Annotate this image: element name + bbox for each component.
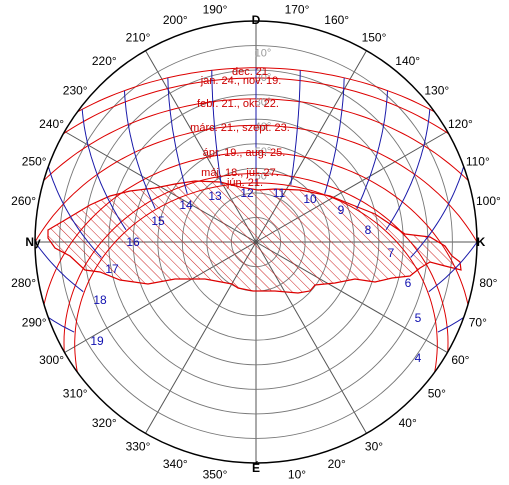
hour-label: 6: [405, 276, 412, 290]
azimuth-label: 60°: [451, 353, 469, 367]
azimuth-label: 240°: [39, 117, 64, 131]
azimuth-label: 210°: [126, 31, 151, 45]
altitude-label: 10°: [255, 48, 272, 60]
cardinal-south: D: [252, 13, 261, 27]
azimuth-label: 290°: [22, 316, 47, 330]
hour-line: [290, 70, 301, 185]
hour-label: 16: [126, 235, 140, 249]
hour-line: [124, 90, 156, 209]
hour-line: [428, 204, 477, 293]
azimuth-label: 190°: [203, 3, 228, 17]
altitude-label: 30°: [255, 97, 272, 109]
hour-line: [167, 77, 188, 194]
horizon-obstruction-area: [47, 180, 462, 294]
altitude-label: 20°: [255, 72, 272, 84]
hour-label: 18: [93, 293, 107, 307]
hour-line: [356, 90, 388, 209]
altitude-label: 50°: [255, 146, 272, 158]
date-label: dec. 21: [232, 66, 268, 78]
azimuth-label: 130°: [424, 83, 449, 97]
azimuth-label: 120°: [448, 117, 473, 131]
date-curve: [74, 182, 438, 422]
azimuth-label: 150°: [362, 31, 387, 45]
azimuth-labels: 10° 20° 30° 40° 50° 60° 70° 80° 100° 110° 120° 130°…: [11, 3, 501, 482]
azimuth-label: 140°: [395, 54, 420, 68]
hour-line: [434, 367, 467, 378]
altitude-label: 40°: [255, 121, 272, 133]
azimuth-label: 200°: [163, 13, 188, 27]
hour-line: [324, 77, 345, 194]
hour-label: 14: [179, 198, 193, 212]
azimuth-label: 320°: [92, 416, 117, 430]
hour-label: 5: [415, 311, 422, 325]
hour-label: 11: [273, 186, 286, 200]
date-label: márc. 21., szept. 23.: [190, 122, 290, 134]
hour-line: [81, 109, 127, 231]
cardinal-west: Ny: [25, 235, 41, 249]
hour-label: 13: [208, 189, 222, 203]
date-label: febr. 21., okt. 22.: [197, 98, 279, 110]
date-label: ápr. 19., aug. 25.: [203, 147, 286, 159]
hour-label: 8: [365, 223, 372, 237]
cardinal-east: K: [477, 235, 486, 249]
azimuth-label: 330°: [126, 439, 151, 453]
azimuth-label: 30°: [365, 439, 383, 453]
hour-labels: 4 5 6 7 8 9 10 11 12 13 14 15 16 17 18 19: [90, 186, 421, 365]
azimuth-label: 250°: [22, 154, 47, 168]
azimuth-label: 80°: [479, 276, 497, 290]
hour-label: 7: [388, 246, 395, 260]
hour-line: [211, 70, 222, 185]
date-label: máj. 18., júl. 27.: [201, 167, 279, 179]
hour-label: 10: [303, 192, 317, 206]
hour-label: 19: [90, 334, 104, 348]
hour-line: [385, 109, 431, 231]
hour-line: [45, 367, 78, 378]
hour-label: 17: [105, 262, 119, 276]
hour-label: 4: [415, 351, 422, 365]
hour-line: [35, 204, 84, 293]
azimuth-label: 100°: [476, 194, 501, 208]
azimuth-label: 110°: [466, 154, 490, 168]
azimuth-label: 170°: [285, 3, 310, 17]
azimuth-label: 40°: [399, 416, 417, 430]
hour-label: 15: [151, 214, 165, 228]
cardinal-north: É: [252, 460, 260, 475]
azimuth-label: 340°: [163, 457, 188, 471]
azimuth-label: 220°: [92, 54, 117, 68]
azimuth-label: 260°: [11, 194, 36, 208]
azimuth-label: 300°: [39, 353, 64, 367]
date-label: jún. 21.: [226, 177, 263, 189]
azimuth-label: 280°: [11, 276, 36, 290]
azimuth-label: 50°: [428, 387, 446, 401]
azimuth-label: 160°: [324, 13, 349, 27]
azimuth-label: 230°: [63, 83, 88, 97]
azimuth-label: 310°: [63, 387, 88, 401]
azimuth-label: 20°: [328, 457, 346, 471]
altitude-labels: 10° 20° 30° 40° 50° 60°: [255, 48, 272, 183]
date-label: jan. 24., nov. 19.: [200, 75, 282, 87]
azimuth-label: 10°: [288, 467, 306, 481]
altitude-label: 60°: [255, 170, 272, 182]
hour-label: 12: [240, 186, 254, 200]
horizon-circle: [34, 20, 478, 464]
azimuth-label: 350°: [203, 467, 228, 481]
hour-label: 9: [338, 203, 345, 217]
azimuth-label: 70°: [469, 316, 487, 330]
